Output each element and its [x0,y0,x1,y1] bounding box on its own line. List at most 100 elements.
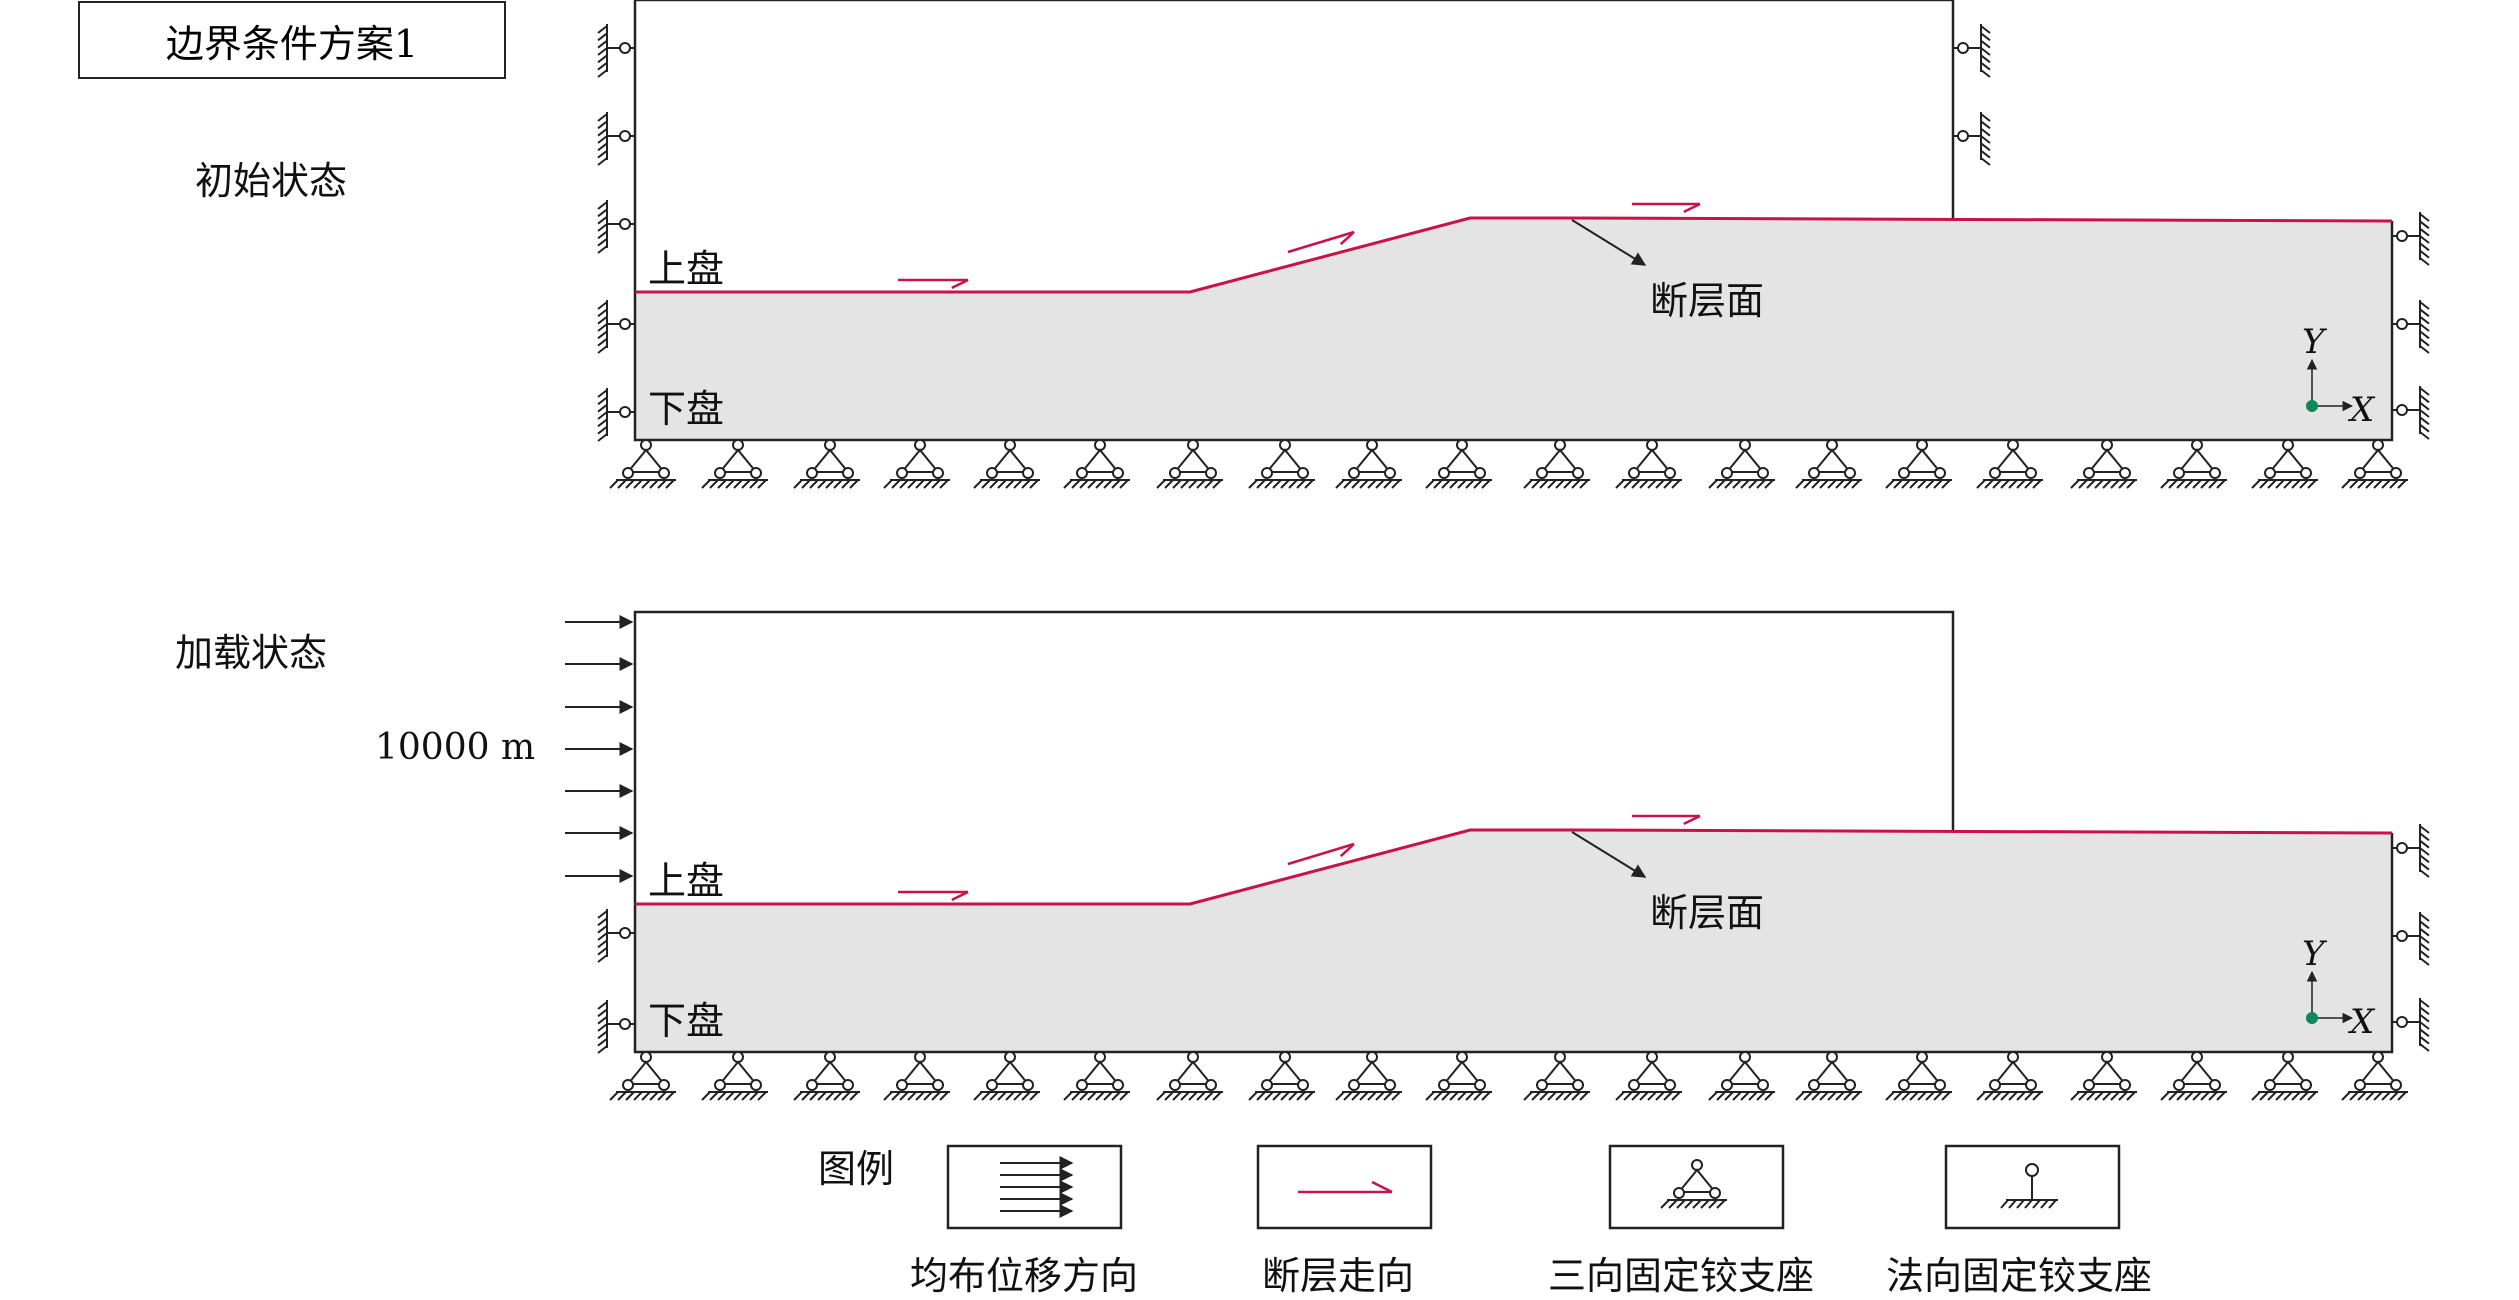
roller [622,1079,634,1091]
hatch-line [1671,479,1681,489]
hatch-line [1103,479,1113,489]
hatch-line [1811,1091,1821,1101]
hatch-line [733,1091,743,1101]
hatch-line [597,245,608,254]
hatch-line [1367,479,1377,489]
roller [842,467,854,479]
hatch-line [1391,1091,1401,1101]
hatch-line [907,479,917,489]
hatch-line [2259,479,2269,489]
hinge-pin [619,927,631,939]
bottom-hinge-support-icon [973,1051,1040,1101]
hatch-line [939,1091,949,1101]
hatch-line [1980,39,1991,49]
fault-strike-arrow-icon [1632,814,1701,825]
roller [2264,1079,2276,1091]
hatch-line [717,1091,727,1101]
hatch-line [1660,1199,1670,1209]
hatch-line [1631,1091,1641,1101]
arrow-head [1683,814,1701,825]
hatch-line [2397,1091,2407,1101]
hatch-line [597,32,608,42]
hatch-line [817,1091,827,1101]
hatch-line [633,479,643,489]
hanging-wall-outline [633,0,1955,292]
support-triangle [1264,1060,1306,1085]
roller [896,1079,908,1091]
hatch-line [1164,479,1174,489]
hatch-line [899,479,909,489]
right-hinge-support-icon [2392,386,2430,440]
hatch-line [2291,1091,2301,1101]
hatch-line [1359,479,1369,489]
footwall-region [635,218,2392,440]
roller [1022,467,1034,479]
hatch-line [2419,847,2430,856]
roller [1348,1079,1360,1091]
hatch-line [2349,479,2359,489]
hatch-line [1692,1199,1702,1209]
support-triangle [1631,1060,1673,1085]
roller [750,1079,762,1091]
hatch-line [2078,479,2088,489]
hatch-line [1272,1091,1282,1101]
hatch-line [1819,1091,1829,1101]
hatch-line [1764,1091,1774,1101]
hatch-line [1013,479,1023,489]
hatch-line [597,120,608,130]
hatch-line [597,308,608,318]
bottom-hinge-support-icon [1335,439,1402,489]
hatch-line [1676,1199,1686,1209]
hatch-line [1335,1091,1345,1101]
normal-fixed-hinge-support-icon [2000,1163,2058,1209]
x-axis-label: X [2350,390,2375,430]
hatch-line [1164,1091,1174,1101]
y-axis-label: Y [2302,934,2325,974]
x-axis-label: X [2350,1002,2375,1042]
hatch-line [2419,839,2430,849]
hanging-wall-outline [633,610,1955,904]
hatch-line [1980,54,1991,64]
hatch-line [1196,479,1206,489]
bottom-hinge-support-icon [701,439,768,489]
roller [1261,1079,1273,1091]
hatch-line [1655,479,1665,489]
hatch-line [1984,1091,1994,1101]
hatch-line [1708,479,1718,489]
legend-title: 图例 [818,1147,895,1191]
hatch-line [597,389,608,398]
roller [2173,1079,2185,1091]
roller [986,1079,998,1091]
hatch-line [1647,1091,1657,1101]
hatch-line [665,1091,675,1101]
hatch-line [1615,479,1625,489]
hatch-line [597,1008,608,1018]
hatch-line [2419,861,2430,871]
hatch-line [1029,1091,1039,1101]
roller [2390,1079,2402,1091]
hatch-line [1708,1091,1718,1101]
hatch-line [1623,1091,1633,1101]
hatch-line [1280,1091,1290,1101]
fault-strike-arrow-icon [898,278,969,289]
hatch-line [2110,1091,2120,1101]
hatch-line [749,479,759,489]
hatch-line [2419,1021,2430,1030]
bottom-hinge-support-icon [609,439,676,489]
hatch-line [1457,1091,1467,1101]
bottom-hinge-support-icon [1885,439,1952,489]
hinge-pin [619,406,631,418]
hatch-line [609,1091,619,1101]
hatch-line [1304,1091,1314,1101]
roller [750,467,762,479]
hatch-line [641,479,651,489]
hatch-line [1724,1091,1734,1101]
support-triangle [2086,1060,2128,1085]
hatch-line [1980,32,1991,42]
left-hinge-support-icon [597,24,635,78]
roller [1205,467,1217,479]
support-triangle [2357,1060,2399,1085]
hatch-line [701,479,711,489]
roller [658,467,670,479]
